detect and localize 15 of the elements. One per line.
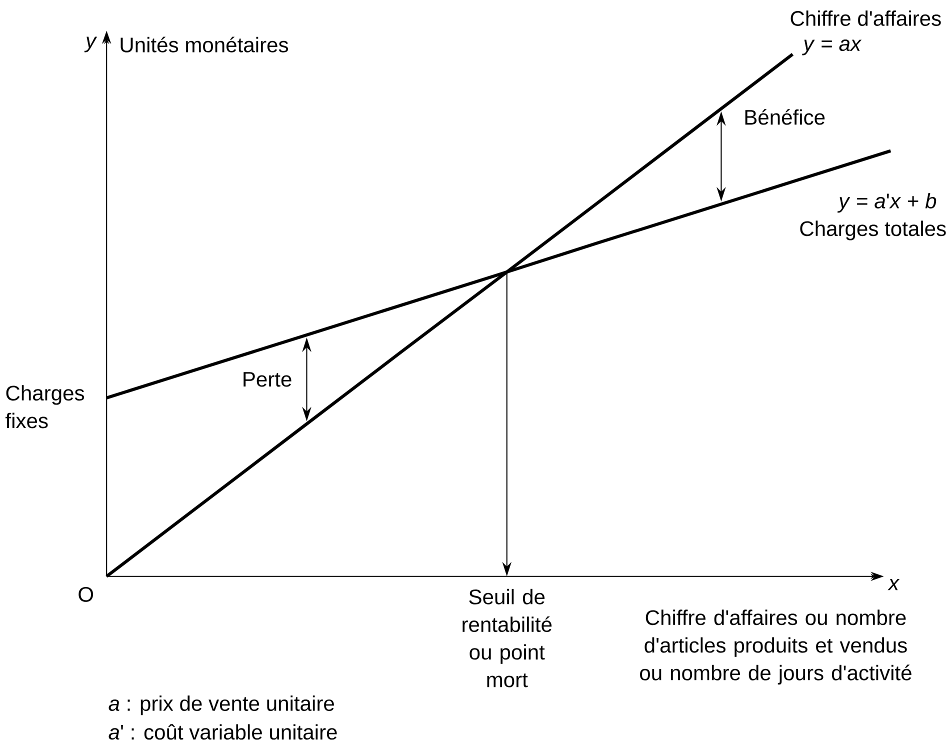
annotation: Bénéfice xyxy=(745,109,825,125)
series-label: Charges totales xyxy=(800,220,946,240)
text: O xyxy=(78,586,94,602)
text: a : prix de vente unitaire xyxy=(108,695,334,716)
text: Charges fixes xyxy=(6,385,84,428)
annotation: y = a'x + b xyxy=(837,192,936,213)
text: x xyxy=(888,579,900,590)
x-axis-title: Chiffre d'affaires ou nombre d'articles produits et vendus ou nombre de jours d'activité xyxy=(640,610,912,685)
annotation: Perte xyxy=(244,372,292,387)
text: y xyxy=(84,36,98,52)
series-label: Chiffre d'affaires xyxy=(790,10,941,26)
y-axis-title: Unités monétaires xyxy=(120,36,288,52)
text: Seuil de rentabilité ou point mort xyxy=(462,588,552,688)
text: a' : coût variable unitaire xyxy=(108,724,337,740)
annotation: y = ax xyxy=(802,39,862,56)
